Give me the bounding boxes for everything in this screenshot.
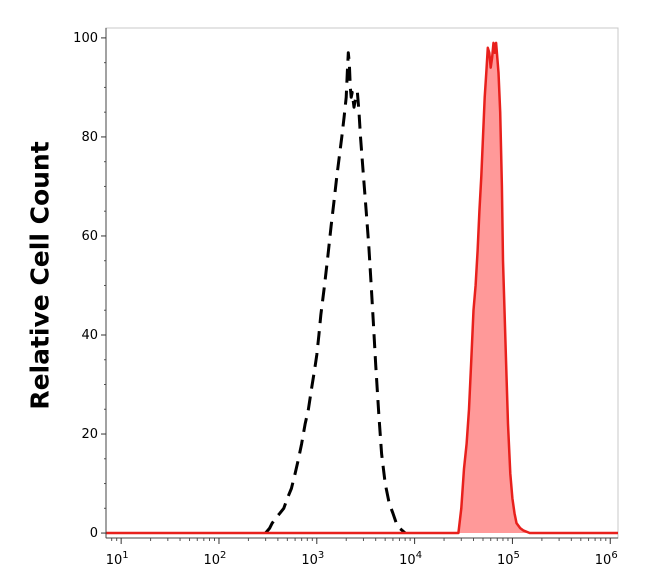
y-tick-label: 20 bbox=[81, 427, 98, 442]
y-tick-label: 80 bbox=[81, 130, 98, 145]
y-axis-label-container: Relative Cell Count bbox=[10, 120, 70, 430]
x-tick-label: 101 bbox=[106, 550, 129, 568]
y-tick-label: 60 bbox=[81, 229, 98, 244]
y-tick-label: 0 bbox=[90, 526, 98, 541]
x-tick-label: 106 bbox=[595, 550, 618, 568]
y-tick-label: 100 bbox=[73, 31, 98, 46]
series-0-line bbox=[264, 51, 407, 535]
x-tick-label: 102 bbox=[204, 550, 227, 568]
series-1-area bbox=[106, 42, 618, 534]
x-tick-label: 105 bbox=[497, 550, 520, 568]
series-layer bbox=[106, 41, 618, 535]
axis-layer: 0 20 40 60 80 100 101 102 103 104 105 106 bbox=[73, 28, 618, 568]
x-tick-label: 104 bbox=[399, 550, 422, 568]
series-1-line bbox=[106, 41, 618, 535]
y-axis-label: Relative Cell Count bbox=[25, 140, 55, 410]
minor-ticks bbox=[104, 62, 607, 541]
x-tick-label: 103 bbox=[301, 550, 324, 568]
y-tick-label: 40 bbox=[81, 328, 98, 343]
plot-frame bbox=[105, 27, 619, 539]
